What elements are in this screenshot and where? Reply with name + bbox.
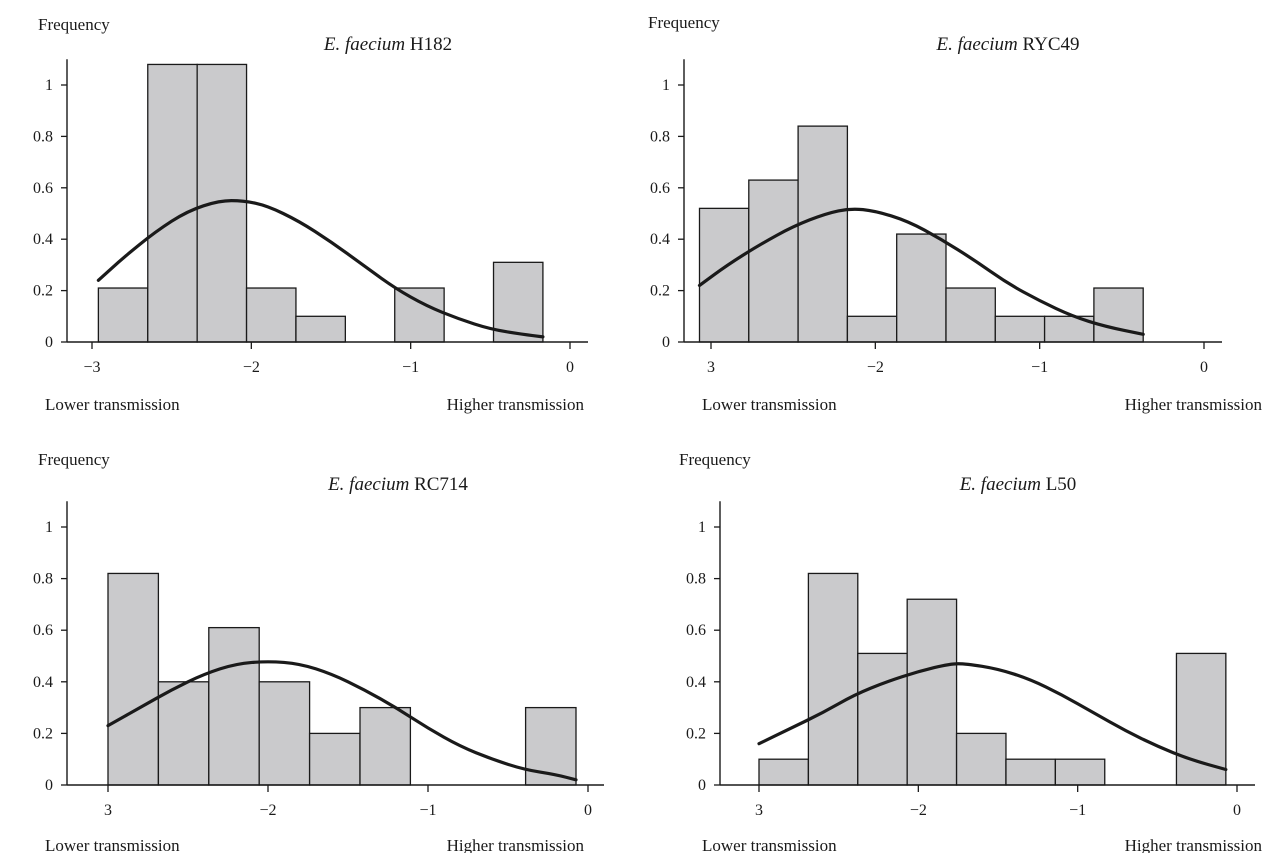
histogram-bar: [846, 315, 898, 343]
y-tick-label: 0: [662, 334, 670, 351]
normal-fit-curve: [96, 199, 545, 339]
x-tick-label: −1: [402, 359, 419, 376]
higher-transmission-label: Higher transmission: [447, 395, 585, 414]
x-tick-label: 0: [1233, 802, 1241, 819]
y-tick-label: 0.8: [650, 128, 670, 145]
x-tick-label: −1: [419, 802, 436, 819]
histogram-bar: [147, 63, 198, 343]
higher-transmission-label: Higher transmission: [1125, 836, 1263, 853]
y-tick-label: 1: [662, 77, 670, 94]
y-tick-label: 0.8: [33, 571, 53, 588]
x-tick-label: −1: [1031, 359, 1048, 376]
x-tick-label: 3: [755, 802, 763, 819]
histogram-bar: [955, 732, 1007, 786]
histogram-bar: [1175, 652, 1227, 786]
histogram-panel-3: 0 0.2 0.4 0.6 0.8 1 3 −2 −1 0 Frequency E. faecium …: [33, 450, 604, 853]
higher-transmission-label: Higher transmission: [1125, 395, 1263, 414]
y-axis-label: Frequency: [648, 13, 720, 32]
x-tick-label: 3: [707, 359, 715, 376]
lower-transmission-label: Lower transmission: [45, 836, 180, 853]
normal-fit-curve: [757, 662, 1228, 772]
y-tick-label: 0: [698, 777, 706, 794]
histogram-bar: [797, 125, 849, 343]
y-axis-label: Frequency: [38, 15, 110, 34]
y-tick-label: 1: [698, 519, 706, 536]
x-tick-label: −2: [243, 359, 260, 376]
x-tick-label: −2: [867, 359, 884, 376]
normal-fit-curve: [106, 660, 578, 782]
histogram-bar: [308, 732, 361, 786]
y-tick-label: 1: [45, 77, 53, 94]
normal-fit-curve: [697, 207, 1145, 336]
lower-transmission-label: Lower transmission: [45, 395, 180, 414]
y-axis-label: Frequency: [679, 450, 751, 469]
histogram-bar: [857, 652, 908, 786]
y-tick-label: 0: [45, 777, 53, 794]
histogram-bar: [245, 287, 297, 343]
histogram-bar: [748, 179, 799, 343]
y-axis-label: Frequency: [38, 450, 110, 469]
y-tick-label: 0.2: [686, 725, 706, 742]
y-tick-label: 0.6: [650, 180, 670, 197]
y-tick-label: 0.4: [650, 231, 670, 248]
histogram-bar: [394, 287, 445, 343]
histogram-bar: [807, 572, 859, 786]
histogram-bar: [258, 681, 311, 786]
x-tick-label: −2: [910, 802, 927, 819]
histogram-bar: [758, 758, 810, 786]
histogram-panel-1: 0 0.2 0.4 0.6 0.8 1 −3 −2 −1 0 Frequency E. faecium…: [33, 15, 588, 414]
histogram-bar: [295, 315, 346, 343]
y-tick-label: 0.8: [686, 571, 706, 588]
panel-title: E. faecium H182: [323, 34, 452, 55]
y-tick-label: 0.4: [33, 231, 53, 248]
x-tick-label: −2: [259, 802, 276, 819]
histogram-bar: [157, 681, 210, 786]
x-tick-label: −3: [83, 359, 100, 376]
histogram-bar: [196, 63, 248, 343]
y-tick-label: 0.4: [686, 674, 706, 691]
histogram-bar: [107, 572, 160, 786]
histogram-panel-4: 0 0.2 0.4 0.6 0.8 1 3 −2 −1 0 Frequency E. faecium …: [679, 450, 1262, 853]
x-tick-label: 0: [1200, 359, 1208, 376]
histogram-bar: [97, 287, 149, 343]
y-tick-label: 0.4: [33, 674, 53, 691]
y-tick-label: 0.6: [33, 180, 53, 197]
histogram-bar: [945, 287, 996, 343]
y-tick-label: 1: [45, 519, 53, 536]
x-tick-label: 3: [104, 802, 112, 819]
histogram-bar: [994, 315, 1046, 343]
histogram-bar: [1054, 758, 1106, 786]
y-tick-label: 0.6: [686, 622, 706, 639]
higher-transmission-label: Higher transmission: [447, 836, 585, 853]
x-tick-label: −1: [1069, 802, 1086, 819]
y-tick-label: 0.2: [650, 283, 670, 300]
y-tick-label: 0.6: [33, 622, 53, 639]
lower-transmission-label: Lower transmission: [702, 395, 837, 414]
y-tick-label: 0: [45, 334, 53, 351]
y-tick-label: 0.2: [33, 283, 53, 300]
histogram-bar: [1005, 758, 1057, 786]
panel-title: E. faecium L50: [959, 474, 1077, 495]
lower-transmission-label: Lower transmission: [702, 836, 837, 853]
histogram-bar: [906, 598, 958, 786]
y-tick-label: 0.8: [33, 128, 53, 145]
histogram-bar: [492, 261, 544, 343]
histogram-bar: [359, 706, 412, 786]
x-tick-label: 0: [566, 359, 574, 376]
panel-title: E. faecium RYC49: [935, 34, 1079, 55]
y-tick-label: 0.2: [33, 725, 53, 742]
histogram-bar: [208, 626, 260, 786]
x-tick-label: 0: [584, 802, 592, 819]
histogram-panel-2: 0 0.2 0.4 0.6 0.8 1 3 −2 −1 0 Frequency E. faecium …: [648, 13, 1262, 414]
panel-title: E. faecium RC714: [327, 474, 468, 495]
histogram-bar: [698, 207, 750, 343]
histogram-bar: [896, 233, 947, 343]
